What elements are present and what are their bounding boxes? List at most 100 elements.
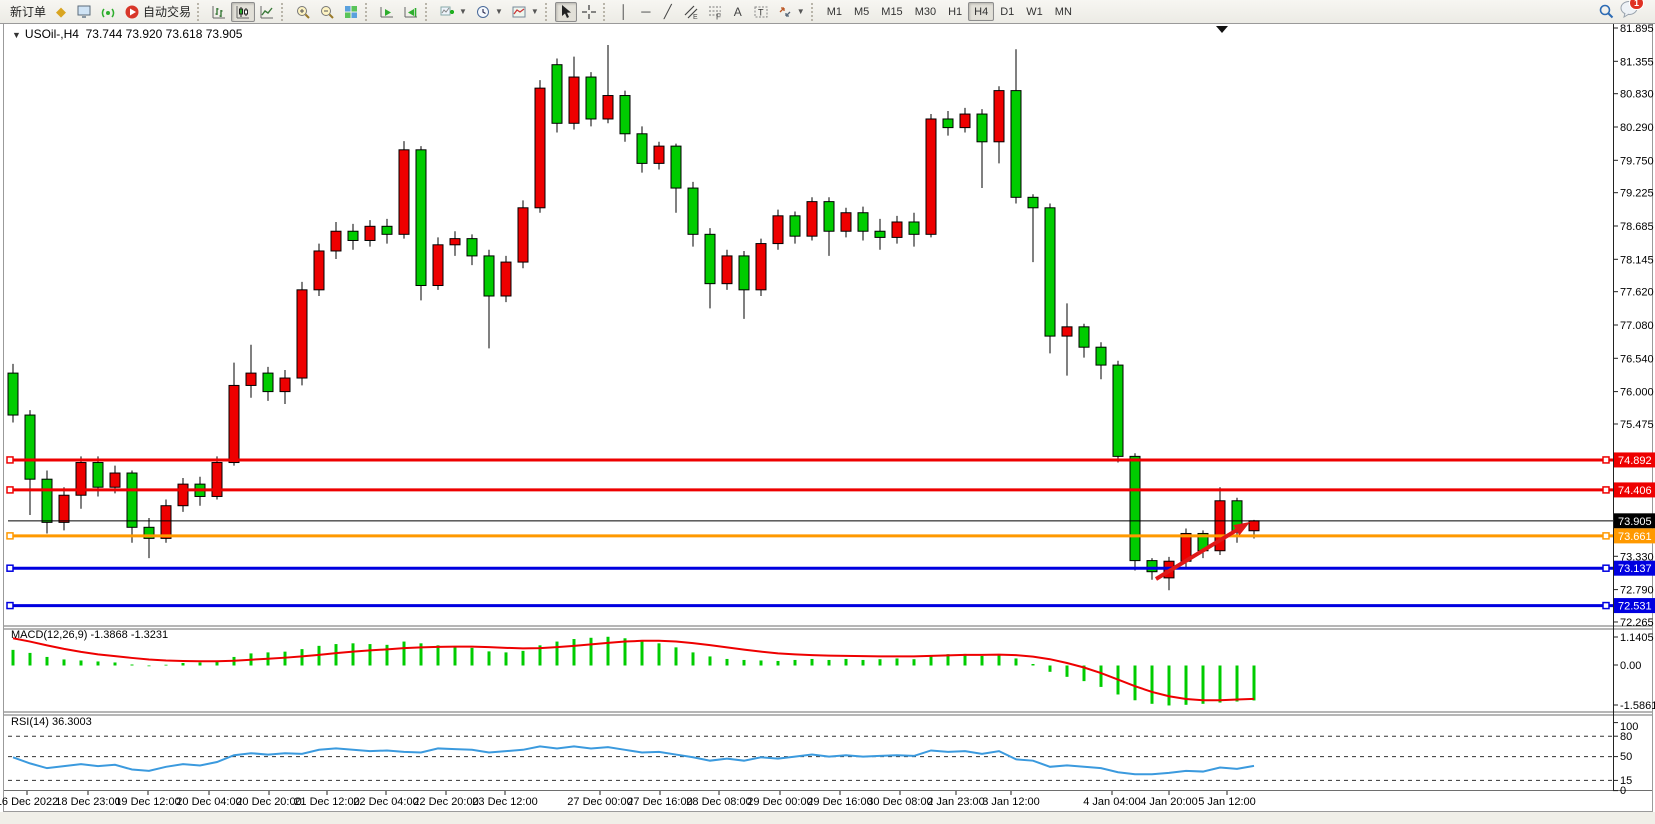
- tile-windows-button[interactable]: [339, 2, 363, 22]
- price-line-74.406[interactable]: 74.406: [6, 482, 1655, 498]
- timeframe-M1[interactable]: M1: [826, 5, 842, 18]
- trend-arrow-object[interactable]: [1154, 522, 1250, 581]
- signal-icon: [101, 8, 115, 17]
- search-button[interactable]: [1594, 2, 1619, 22]
- horizontal-line-tool-button[interactable]: ─: [635, 2, 657, 22]
- svg-text:74.406: 74.406: [1618, 485, 1652, 497]
- svg-text:73.905: 73.905: [1618, 516, 1652, 528]
- svg-text:29 Dec 00:00: 29 Dec 00:00: [747, 796, 812, 808]
- vertical-line-icon: │: [619, 4, 628, 19]
- rsi-line: [12, 745, 1255, 776]
- svg-text:F: F: [716, 12, 721, 20]
- toolbar-separator: [365, 2, 373, 21]
- svg-text:72.265: 72.265: [1620, 617, 1654, 629]
- svg-text:5 Jan 12:00: 5 Jan 12:00: [1198, 796, 1256, 808]
- price-line-72.531[interactable]: 72.531: [6, 598, 1655, 614]
- auto-scroll-button[interactable]: [375, 2, 399, 22]
- svg-text:E: E: [693, 14, 698, 20]
- toolbar-separator: [425, 2, 433, 21]
- new-order-button[interactable]: 新订单: [10, 5, 47, 19]
- svg-text:16 Dec 2022: 16 Dec 2022: [0, 796, 58, 808]
- toolbar: 新订单 ◆ 自动交易: [0, 0, 1655, 24]
- macd-label: MACD(12,26,9) -1.3868 -1.3231: [11, 629, 169, 641]
- toolbar-separator: [810, 2, 819, 21]
- svg-text:72.531: 72.531: [1618, 601, 1652, 613]
- symbol-period-label: USOil-,H4: [24, 27, 79, 41]
- timeframe-H1[interactable]: H1: [948, 5, 963, 18]
- svg-text:0: 0: [1620, 785, 1626, 797]
- line-chart-mode-button[interactable]: [255, 2, 279, 22]
- macd-signal-line: [12, 637, 1255, 702]
- chat-button[interactable]: 1: [1619, 0, 1644, 23]
- svg-text:20 Dec 20:00: 20 Dec 20:00: [236, 796, 301, 808]
- arrows-tool-button[interactable]: ▼: [773, 2, 809, 22]
- timeframe-MN[interactable]: MN: [1054, 5, 1072, 18]
- price-line-74.892[interactable]: 74.892: [6, 452, 1655, 468]
- monitor-icon: [77, 5, 91, 18]
- chart-shift-marker[interactable]: [1216, 26, 1228, 33]
- signals-button[interactable]: [96, 2, 120, 22]
- clock-icon: [476, 5, 489, 18]
- charts-profile-button[interactable]: ◆: [50, 2, 72, 22]
- svg-text:15: 15: [1620, 775, 1632, 787]
- timeframe-H4[interactable]: H4: [968, 2, 995, 21]
- templates-button[interactable]: ▼: [507, 2, 543, 22]
- auto-trading-button[interactable]: 自动交易: [120, 2, 195, 22]
- crosshair-tool-button[interactable]: [577, 2, 601, 22]
- bar-chart-mode-button[interactable]: [207, 2, 231, 22]
- svg-text:77.080: 77.080: [1620, 320, 1654, 332]
- svg-text:73.330: 73.330: [1620, 551, 1654, 563]
- trendline-icon: ╱: [663, 4, 672, 19]
- dropdown-arrow-icon: ▼: [530, 7, 539, 16]
- periods-button[interactable]: ▼: [471, 2, 507, 22]
- autotrade-icon: [125, 5, 139, 18]
- ohlc-values: 73.744 73.920 73.618 73.905: [85, 27, 243, 41]
- text-tool-button[interactable]: A: [727, 2, 749, 22]
- collapse-triangle-icon[interactable]: ▼: [12, 30, 21, 40]
- price-line-73.661[interactable]: 73.661: [6, 528, 1655, 544]
- timeframe-D1[interactable]: D1: [1000, 5, 1015, 18]
- timeframe-M30[interactable]: M30: [914, 5, 937, 18]
- candlestick-mode-button[interactable]: [231, 1, 256, 22]
- timeframe-toolbar: M1 M5 M15 M30 H1 H4 D1 W1 MN: [821, 2, 1078, 21]
- indicators-button[interactable]: ▼: [435, 2, 471, 22]
- price-line-73.137[interactable]: 73.137: [6, 560, 1655, 576]
- chart-shift-icon: [404, 6, 418, 17]
- timeframe-M15[interactable]: M15: [881, 5, 903, 18]
- channel-tool-button[interactable]: E: [679, 2, 703, 22]
- dropdown-arrow-icon: ▼: [494, 7, 503, 16]
- equidistant-channel-icon: E: [684, 5, 698, 20]
- svg-text:T: T: [758, 7, 764, 17]
- svg-text:28 Dec 08:00: 28 Dec 08:00: [686, 796, 751, 808]
- trendline-tool-button[interactable]: ╱: [657, 2, 679, 22]
- zoom-out-button[interactable]: [315, 2, 339, 22]
- cursor-icon: [561, 5, 571, 18]
- cursor-tool-button[interactable]: [554, 1, 577, 22]
- terminal-button[interactable]: [72, 2, 96, 22]
- svg-text:19 Dec 12:00: 19 Dec 12:00: [115, 796, 180, 808]
- svg-text:76.000: 76.000: [1620, 387, 1654, 399]
- template-icon: [512, 6, 526, 17]
- timeframe-M5[interactable]: M5: [854, 5, 870, 18]
- svg-text:2 Jan 23:00: 2 Jan 23:00: [927, 796, 985, 808]
- text-label-tool-button[interactable]: T: [749, 2, 773, 22]
- chart-shift-button[interactable]: [399, 2, 423, 22]
- svg-text:4 Jan 20:00: 4 Jan 20:00: [1140, 796, 1198, 808]
- fibonacci-tool-button[interactable]: F: [703, 2, 727, 22]
- zoom-in-icon: [297, 5, 310, 19]
- candlestick-icon: [236, 5, 250, 18]
- fibonacci-icon: F: [708, 6, 721, 20]
- svg-text:-1.5861: -1.5861: [1620, 700, 1655, 712]
- svg-text:30 Dec 08:00: 30 Dec 08:00: [867, 796, 932, 808]
- svg-text:79.225: 79.225: [1620, 188, 1654, 200]
- rsi-label: RSI(14) 36.3003: [11, 716, 92, 728]
- svg-text:72.790: 72.790: [1620, 585, 1654, 597]
- svg-text:0.00: 0.00: [1620, 660, 1641, 672]
- zoom-in-button[interactable]: [291, 2, 315, 22]
- timeframe-W1[interactable]: W1: [1026, 5, 1043, 18]
- price-line-73.905[interactable]: 73.905: [8, 513, 1655, 529]
- vertical-line-tool-button[interactable]: │: [613, 2, 635, 22]
